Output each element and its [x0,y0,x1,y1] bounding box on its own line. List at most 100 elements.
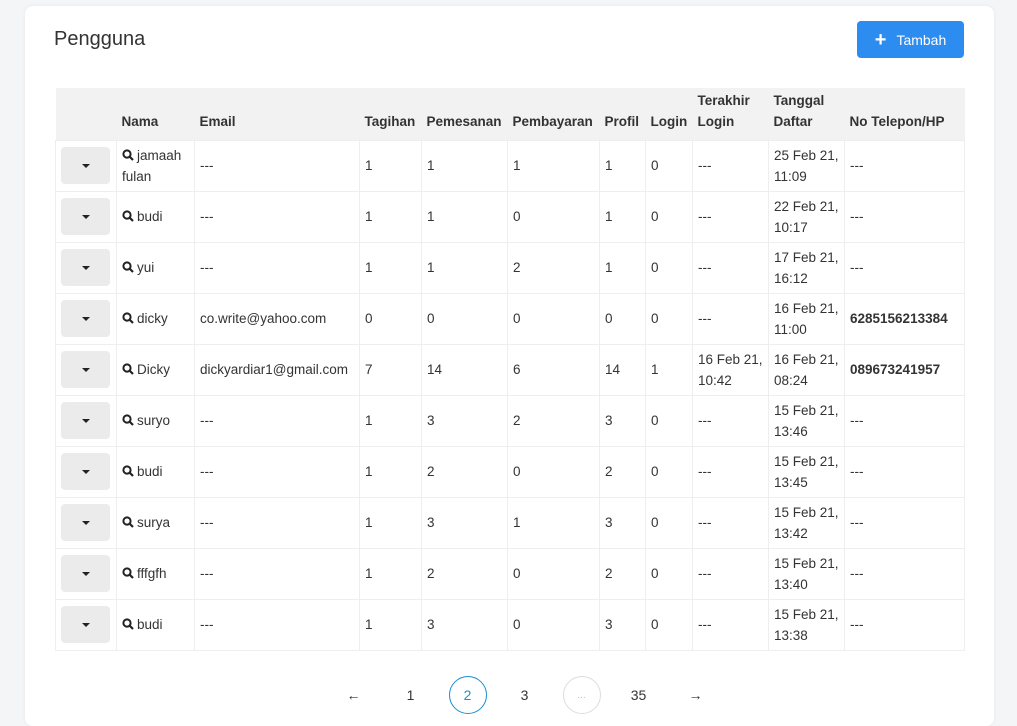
column-header: Profil [599,88,646,140]
table-cell: 0 [507,547,600,600]
user-name[interactable]: suryo [137,413,171,428]
row-action-dropdown[interactable] [61,147,110,184]
name-cell[interactable]: yui [116,241,195,294]
table-cell: 16 Feb 21, 08:24 [768,343,845,396]
table-cell: 6 [507,343,600,396]
search-icon[interactable] [122,210,134,222]
table-cell: 15 Feb 21, 13:38 [768,598,845,651]
table-cell: --- [844,394,965,447]
row-action-dropdown[interactable] [61,351,110,388]
user-name[interactable]: yui [137,260,155,275]
column-header: Pembayaran [507,88,600,140]
row-action-dropdown[interactable] [61,555,110,592]
table-row: budi --- 1 2 0 2 0 --- 15 Feb 21, 13:45 --- [55,445,965,498]
user-name[interactable]: fffgfh [137,566,167,581]
user-name[interactable]: Dicky [137,362,170,377]
name-cell[interactable]: dicky [116,292,195,345]
table-cell: 1 [421,241,508,294]
search-icon[interactable] [122,567,134,579]
table-cell: 16 Feb 21, 10:42 [692,343,769,396]
prev-page-button[interactable]: ← [346,687,361,703]
user-name[interactable]: budi [137,464,163,479]
search-icon[interactable] [122,312,134,324]
table-cell: 0 [645,139,693,192]
name-cell[interactable]: budi [116,445,195,498]
column-header: Pemesanan [421,88,508,140]
user-name[interactable]: surya [137,515,171,530]
table-cell: 6285156213384 [844,292,965,345]
row-action-dropdown[interactable] [61,606,110,643]
table-cell: 0 [359,292,422,345]
name-cell[interactable]: fffgfh [116,547,195,600]
page-button[interactable]: 35 [630,687,647,703]
user-name[interactable]: dicky [137,311,168,326]
table-cell: 0 [645,598,693,651]
name-cell[interactable]: Dicky [116,343,195,396]
table-cell: 25 Feb 21, 11:09 [768,139,845,192]
row-action-dropdown[interactable] [61,504,110,541]
action-cell [55,343,117,396]
table-cell: --- [194,598,360,651]
table-cell: --- [844,547,965,600]
row-action-dropdown[interactable] [61,198,110,235]
table-cell: 2 [421,445,508,498]
row-action-dropdown[interactable] [61,453,110,490]
table-cell: 0 [507,598,600,651]
table-cell: 2 [599,445,646,498]
search-icon[interactable] [122,618,134,630]
user-name[interactable]: jamaah fulan [122,147,182,184]
name-cell[interactable]: suryo [116,394,195,447]
caret-down-icon [81,622,90,627]
add-button[interactable]: + Tambah [857,21,964,58]
table-cell: 1 [421,139,508,192]
table-cell: 2 [421,547,508,600]
column-header: No Telepon/HP [844,88,965,140]
name-cell[interactable]: surya [116,496,195,549]
table-row: dicky co.write@yahoo.com 0 0 0 0 0 --- 16 Feb 21… [55,292,965,345]
table-row: jamaah fulan --- 1 1 1 1 0 --- 25 Feb 21, 11:09-… [55,139,965,192]
table-cell: 3 [421,598,508,651]
user-name[interactable]: budi [137,209,163,224]
search-icon[interactable] [122,414,134,426]
action-cell [55,241,117,294]
row-action-dropdown[interactable] [61,402,110,439]
search-icon[interactable] [122,148,134,161]
table-cell: 0 [645,496,693,549]
search-icon[interactable] [122,516,134,528]
table-cell: dickyardiar1@gmail.com [194,343,360,396]
name-cell[interactable]: budi [116,598,195,651]
table-cell: 0 [507,445,600,498]
name-cell[interactable]: jamaah fulan [116,139,195,192]
column-header: Terakhir Login [692,88,769,140]
page-button[interactable]: 3 [520,687,529,703]
name-cell[interactable]: budi [116,190,195,243]
caret-down-icon [81,520,90,525]
table-cell: 0 [645,547,693,600]
row-action-dropdown[interactable] [61,249,110,286]
table-cell: 0 [421,292,508,345]
action-cell [55,139,117,192]
table-cell: 3 [599,394,646,447]
table-cell: 1 [359,394,422,447]
user-name[interactable]: budi [137,617,163,632]
table-cell: 0 [645,292,693,345]
page-button[interactable]: 1 [406,687,415,703]
table-cell: 0 [645,190,693,243]
page-button[interactable]: 2 [448,676,487,714]
search-icon[interactable] [122,465,134,477]
caret-down-icon [81,163,90,168]
table-cell: 1 [507,139,600,192]
next-page-button[interactable]: → [688,687,703,703]
action-cell [55,190,117,243]
action-cell [55,547,117,600]
search-icon[interactable] [122,363,134,375]
action-cell [55,394,117,447]
table-row: budi --- 1 3 0 3 0 --- 15 Feb 21, 13:38 --- [55,598,965,651]
table-cell: 16 Feb 21, 11:00 [768,292,845,345]
table-cell: 1 [359,241,422,294]
search-icon[interactable] [122,261,134,273]
column-header: Tagihan [359,88,422,140]
row-action-dropdown[interactable] [61,300,110,337]
plus-icon: + [874,28,887,51]
table-cell: 1 [599,190,646,243]
